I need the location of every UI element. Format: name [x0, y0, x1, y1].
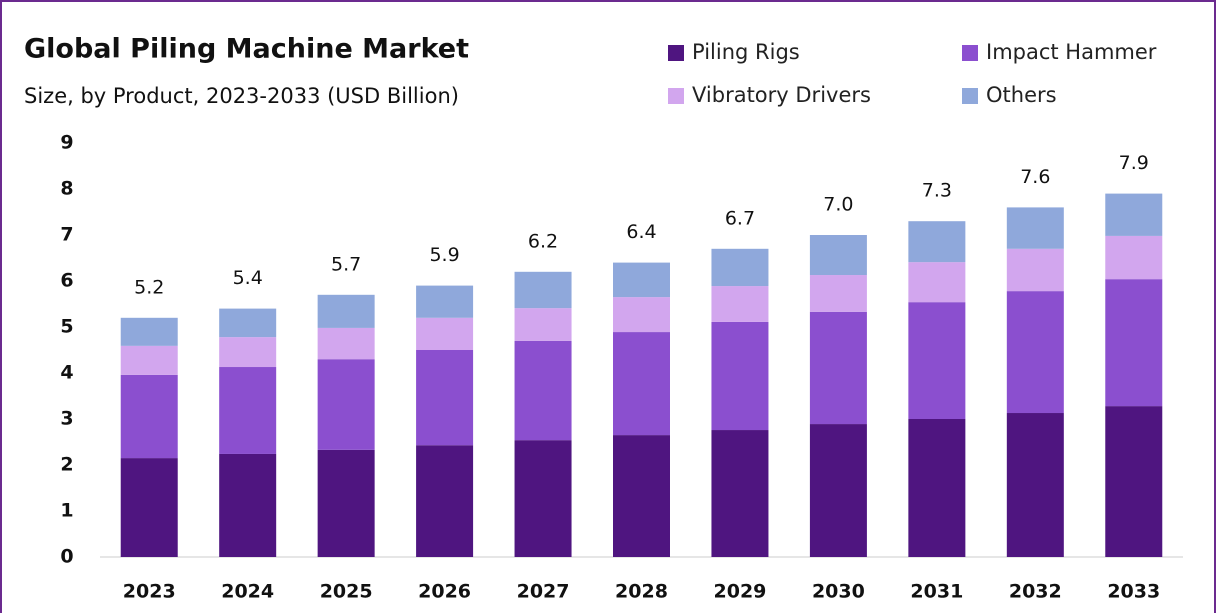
bar-segment	[219, 453, 277, 557]
bar-segment	[1006, 248, 1064, 292]
total-label: 5.4	[233, 267, 263, 289]
chart-title: Global Piling Machine Market	[24, 34, 469, 65]
bar-segment	[711, 286, 769, 322]
legend-swatch	[962, 88, 978, 104]
x-tick-label: 2024	[221, 581, 274, 603]
bar-segment	[1006, 207, 1064, 249]
y-tick-label: 3	[60, 408, 73, 430]
bar-segment	[809, 424, 867, 557]
total-label: 7.9	[1119, 152, 1149, 174]
bar-segment	[908, 419, 966, 557]
x-tick-label: 2032	[1009, 581, 1062, 603]
bar-segment	[1105, 406, 1163, 557]
total-label: 6.2	[528, 230, 558, 252]
chart-subtitle: Size, by Product, 2023-2033 (USD Billion…	[24, 84, 459, 108]
legend-label: Vibratory Drivers	[692, 83, 871, 107]
bar-segment	[1006, 413, 1064, 557]
x-tick-label: 2030	[812, 581, 865, 603]
bar-segment	[120, 345, 178, 375]
x-tick-label: 2023	[123, 581, 176, 603]
x-tick-label: 2033	[1107, 581, 1160, 603]
bar-segment	[317, 294, 375, 328]
bar-segment	[613, 262, 670, 298]
y-tick-label: 1	[60, 500, 73, 522]
bar-segment	[613, 332, 670, 436]
bar-segment	[219, 367, 277, 454]
total-label: 7.0	[823, 194, 853, 216]
x-tick-label: 2027	[517, 581, 570, 603]
y-tick-label: 6	[60, 270, 73, 292]
legend-label: Impact Hammer	[986, 40, 1157, 64]
x-tick-label: 2026	[418, 581, 471, 603]
total-label: 5.7	[331, 253, 361, 275]
legend-swatch	[668, 88, 684, 104]
bar-segment	[514, 271, 572, 309]
legend-swatch	[962, 45, 978, 61]
x-tick-label: 2028	[615, 581, 668, 603]
bar-segment	[219, 337, 277, 368]
total-label: 5.9	[429, 244, 459, 266]
bar-segment	[809, 235, 867, 276]
legend-label: Piling Rigs	[692, 40, 800, 64]
x-tick-label: 2029	[714, 581, 767, 603]
bar-segment	[514, 308, 572, 341]
bar-segment	[809, 275, 867, 312]
bar-segment	[120, 374, 178, 459]
bar-segment	[711, 430, 769, 557]
bar-segment	[711, 248, 769, 287]
bar-segment	[219, 308, 277, 338]
bar-segment	[514, 440, 572, 557]
bar-segment	[317, 327, 375, 360]
legend-swatch	[668, 45, 684, 61]
bar-segment	[908, 302, 966, 419]
total-label: 6.7	[725, 207, 755, 229]
y-tick-label: 7	[60, 224, 73, 246]
bar-segment	[711, 321, 769, 431]
y-tick-label: 2	[60, 454, 73, 476]
bar-segment	[908, 262, 966, 303]
bar-segment	[1105, 193, 1163, 236]
bar-segment	[613, 297, 670, 333]
y-tick-label: 0	[60, 546, 73, 568]
bar-segment	[317, 359, 375, 450]
x-tick-label: 2031	[910, 581, 963, 603]
bar-segment	[120, 458, 178, 557]
bar-segment	[317, 449, 375, 557]
bar-segment	[416, 317, 474, 350]
bar-segment	[1105, 279, 1163, 407]
bar-segment	[416, 350, 474, 446]
bar-segment	[1006, 291, 1064, 414]
y-tick-label: 5	[60, 316, 73, 338]
bar-segment	[514, 340, 572, 441]
legend-label: Others	[986, 83, 1057, 107]
bar-segment	[1105, 235, 1163, 280]
x-tick-label: 2025	[320, 581, 373, 603]
bar-segment	[416, 445, 474, 557]
y-tick-label: 9	[60, 132, 73, 154]
total-label: 7.3	[922, 180, 952, 202]
bar-segment	[416, 285, 474, 318]
bar-segment	[613, 435, 670, 557]
bar-segment	[120, 317, 178, 346]
total-label: 7.6	[1020, 166, 1050, 188]
total-label: 6.4	[626, 221, 656, 243]
y-tick-label: 8	[60, 178, 73, 200]
total-label: 5.2	[134, 276, 164, 298]
bar-segment	[809, 311, 867, 425]
bar-segment	[908, 221, 966, 263]
y-tick-label: 4	[60, 362, 73, 384]
